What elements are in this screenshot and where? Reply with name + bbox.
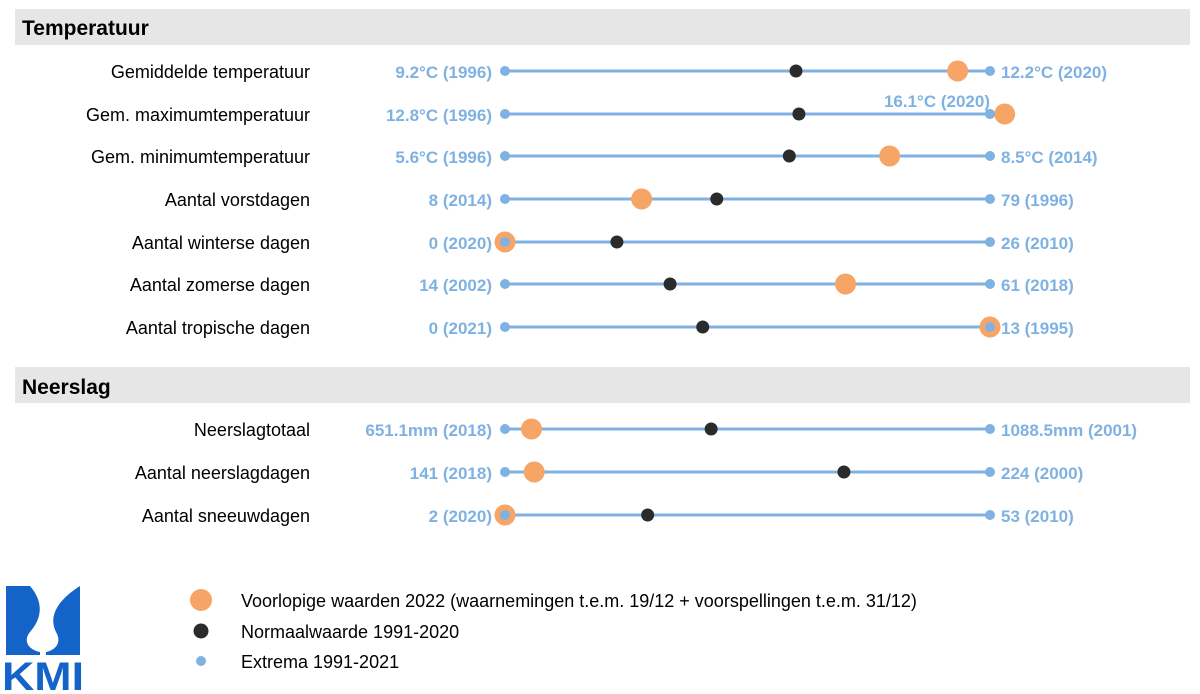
row-label: Aantal tropische dagen	[126, 318, 310, 338]
kmi-logo-text: KMI	[2, 655, 84, 694]
extreme-max-point	[985, 237, 995, 247]
extreme-min-point	[500, 279, 510, 289]
kmi-logo: KMI	[2, 586, 84, 694]
normal-point	[704, 422, 718, 436]
legend-marker-normal	[193, 623, 209, 639]
extreme-max-label: 79 (1996)	[1001, 191, 1074, 210]
extreme-min-label: 0 (2021)	[429, 319, 492, 338]
row-label: Gem. minimumtemperatuur	[91, 147, 310, 167]
extreme-max-point	[985, 467, 995, 477]
extreme-min-label: 141 (2018)	[410, 464, 492, 483]
extreme-overlay-point	[500, 237, 510, 247]
legend-label-normal: Normaalwaarde 1991-2020	[241, 622, 459, 642]
normal-point	[663, 277, 677, 291]
extreme-max-label: 1088.5mm (2001)	[1001, 421, 1137, 440]
extreme-min-label: 8 (2014)	[429, 191, 492, 210]
provisional-point	[523, 461, 545, 483]
normal-point	[792, 107, 806, 121]
extreme-max-point	[985, 279, 995, 289]
row-label: Aantal zomerse dagen	[130, 275, 310, 295]
chart-rows: Gemiddelde temperatuur 9.2°C (1996) 12.2°C…	[86, 60, 1137, 526]
normal-point	[782, 149, 796, 163]
extreme-min-point	[500, 322, 510, 332]
extreme-max-point	[985, 66, 995, 76]
extreme-min-label: 12.8°C (1996)	[386, 106, 492, 125]
provisional-point	[521, 418, 543, 440]
section-header-temperatuur	[15, 9, 1190, 45]
extreme-min-label: 14 (2002)	[419, 276, 492, 295]
extreme-max-label: 16.1°C (2020)	[884, 92, 990, 111]
row-label: Neerslagtotaal	[194, 420, 310, 440]
section-title-neerslag: Neerslag	[22, 376, 111, 399]
legend-marker-extreme	[196, 656, 206, 666]
extreme-min-label: 2 (2020)	[429, 507, 492, 526]
provisional-point	[879, 145, 901, 167]
normal-point	[789, 64, 803, 78]
normal-point	[696, 320, 710, 334]
extreme-min-label: 651.1mm (2018)	[365, 421, 492, 440]
row-label: Aantal winterse dagen	[132, 233, 310, 253]
row-label: Aantal vorstdagen	[165, 190, 310, 210]
normal-point	[710, 192, 724, 206]
normal-point	[641, 508, 655, 522]
provisional-point	[631, 188, 653, 210]
extreme-min-point	[500, 109, 510, 119]
extreme-max-label: 53 (2010)	[1001, 507, 1074, 526]
extreme-min-point	[500, 467, 510, 477]
extreme-max-label: 61 (2018)	[1001, 276, 1074, 295]
extreme-min-label: 9.2°C (1996)	[395, 63, 492, 82]
extreme-max-point	[985, 194, 995, 204]
kmi-wave-logo-icon	[6, 586, 80, 655]
extreme-max-point	[985, 151, 995, 161]
provisional-point	[835, 273, 857, 295]
extreme-max-label: 13 (1995)	[1001, 319, 1074, 338]
extreme-min-point	[500, 194, 510, 204]
normal-point	[837, 465, 851, 479]
provisional-point	[947, 60, 969, 82]
extreme-min-label: 5.6°C (1996)	[395, 148, 492, 167]
legend: Voorlopige waarden 2022 (waarnemingen t.…	[190, 589, 917, 672]
legend-marker-provisional	[190, 589, 212, 611]
extreme-max-point	[985, 424, 995, 434]
extreme-overlay-point	[985, 109, 995, 119]
row-label: Gemiddelde temperatuur	[111, 62, 310, 82]
row-label: Aantal sneeuwdagen	[142, 506, 310, 526]
extreme-max-label: 26 (2010)	[1001, 234, 1074, 253]
extreme-max-label: 8.5°C (2014)	[1001, 148, 1098, 167]
section-title-temperatuur: Temperatuur	[22, 17, 149, 40]
extreme-max-label: 224 (2000)	[1001, 464, 1083, 483]
row-label: Gem. maximumtemperatuur	[86, 105, 310, 125]
legend-label-provisional: Voorlopige waarden 2022 (waarnemingen t.…	[241, 591, 917, 611]
extreme-overlay-point	[985, 322, 995, 332]
extreme-max-label: 12.2°C (2020)	[1001, 63, 1107, 82]
extreme-max-point	[985, 510, 995, 520]
extreme-min-point	[500, 424, 510, 434]
extreme-min-label: 0 (2020)	[429, 234, 492, 253]
normal-point	[610, 235, 624, 249]
provisional-point	[994, 103, 1016, 125]
extreme-min-point	[500, 66, 510, 76]
row-label: Aantal neerslagdagen	[135, 463, 310, 483]
extreme-min-point	[500, 151, 510, 161]
legend-label-extreme: Extrema 1991-2021	[241, 652, 399, 672]
section-header-neerslag	[15, 367, 1190, 403]
extreme-overlay-point	[500, 510, 510, 520]
